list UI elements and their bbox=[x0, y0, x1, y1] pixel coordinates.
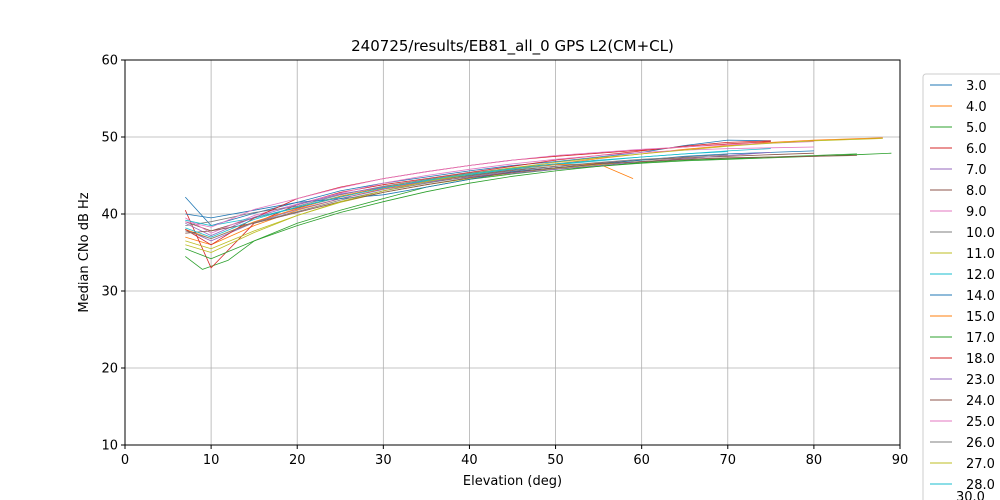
plot-area-frame bbox=[124, 59, 901, 446]
y-tick-label: 60 bbox=[101, 54, 118, 69]
legend-label: 14.0 bbox=[966, 289, 995, 304]
x-tick-label: 90 bbox=[892, 453, 909, 468]
legend-label: 12.0 bbox=[966, 268, 995, 283]
series-line-26-0 bbox=[185, 154, 728, 240]
legend-label: 8.0 bbox=[966, 184, 987, 199]
x-axis-ticks: 0 10 20 30 40 50 60 70 80 90 bbox=[121, 445, 908, 468]
x-tick-label: 60 bbox=[633, 453, 650, 468]
legend: 3.0 4.0 5.0 6.0 7.0 8.0 9.0 10.0 11.0 12.0 14.0 15.… bbox=[922, 73, 1000, 500]
legend-label: 25.0 bbox=[966, 415, 995, 430]
legend-label: 11.0 bbox=[966, 247, 995, 262]
legend-label: 26.0 bbox=[966, 436, 995, 451]
legend-label: 5.0 bbox=[966, 121, 987, 136]
legend-label: 4.0 bbox=[966, 100, 987, 115]
legend-label: 15.0 bbox=[966, 310, 995, 325]
legend-label: 23.0 bbox=[966, 373, 995, 388]
series-line-27-0 bbox=[185, 138, 883, 253]
series-line-23-0 bbox=[185, 152, 771, 237]
x-axis-label: Elevation (deg) bbox=[463, 474, 562, 489]
y-axis-ticks: 10 20 30 40 50 60 bbox=[101, 54, 125, 454]
x-tick-label: 30 bbox=[375, 453, 392, 468]
x-tick-label: 20 bbox=[289, 453, 306, 468]
legend-label: 18.0 bbox=[966, 352, 995, 367]
x-tick-label: 70 bbox=[720, 453, 737, 468]
x-tick-label: 10 bbox=[203, 453, 220, 468]
legend-overflow-label: 30.0 bbox=[956, 490, 985, 500]
y-axis-label: Median CNo dB Hz bbox=[77, 192, 92, 312]
y-tick-label: 40 bbox=[101, 208, 118, 223]
legend-items: 3.0 4.0 5.0 6.0 7.0 8.0 9.0 10.0 11.0 12.0 14.0 15.… bbox=[930, 79, 995, 493]
legend-frame bbox=[922, 73, 1000, 500]
series-line-17-0 bbox=[185, 153, 857, 260]
legend-label: 27.0 bbox=[966, 457, 995, 472]
series-line-28-0 bbox=[185, 151, 728, 238]
x-tick-label: 0 bbox=[121, 453, 129, 468]
series-line-24-0 bbox=[185, 155, 857, 234]
legend-label: 7.0 bbox=[966, 163, 987, 178]
legend-label: 17.0 bbox=[966, 331, 995, 346]
legend-label: 24.0 bbox=[966, 394, 995, 409]
x-tick-label: 80 bbox=[806, 453, 823, 468]
x-tick-label: 40 bbox=[461, 453, 478, 468]
y-tick-label: 10 bbox=[101, 439, 118, 454]
legend-label: 28.0 bbox=[966, 478, 995, 493]
y-tick-label: 30 bbox=[101, 285, 118, 300]
series-lines bbox=[184, 137, 892, 270]
chart-title: 240725/results/EB81_all_0 GPS L2(CM+CL) bbox=[351, 37, 674, 56]
y-tick-label: 50 bbox=[101, 131, 118, 146]
legend-label: 10.0 bbox=[966, 226, 995, 241]
legend-label: 6.0 bbox=[966, 142, 987, 157]
series-line-14-0 bbox=[185, 150, 814, 219]
legend-label: 3.0 bbox=[966, 79, 987, 94]
series-line-25-0 bbox=[185, 141, 814, 228]
y-tick-label: 20 bbox=[101, 362, 118, 377]
legend-label: 9.0 bbox=[966, 205, 987, 220]
x-tick-label: 50 bbox=[547, 453, 564, 468]
